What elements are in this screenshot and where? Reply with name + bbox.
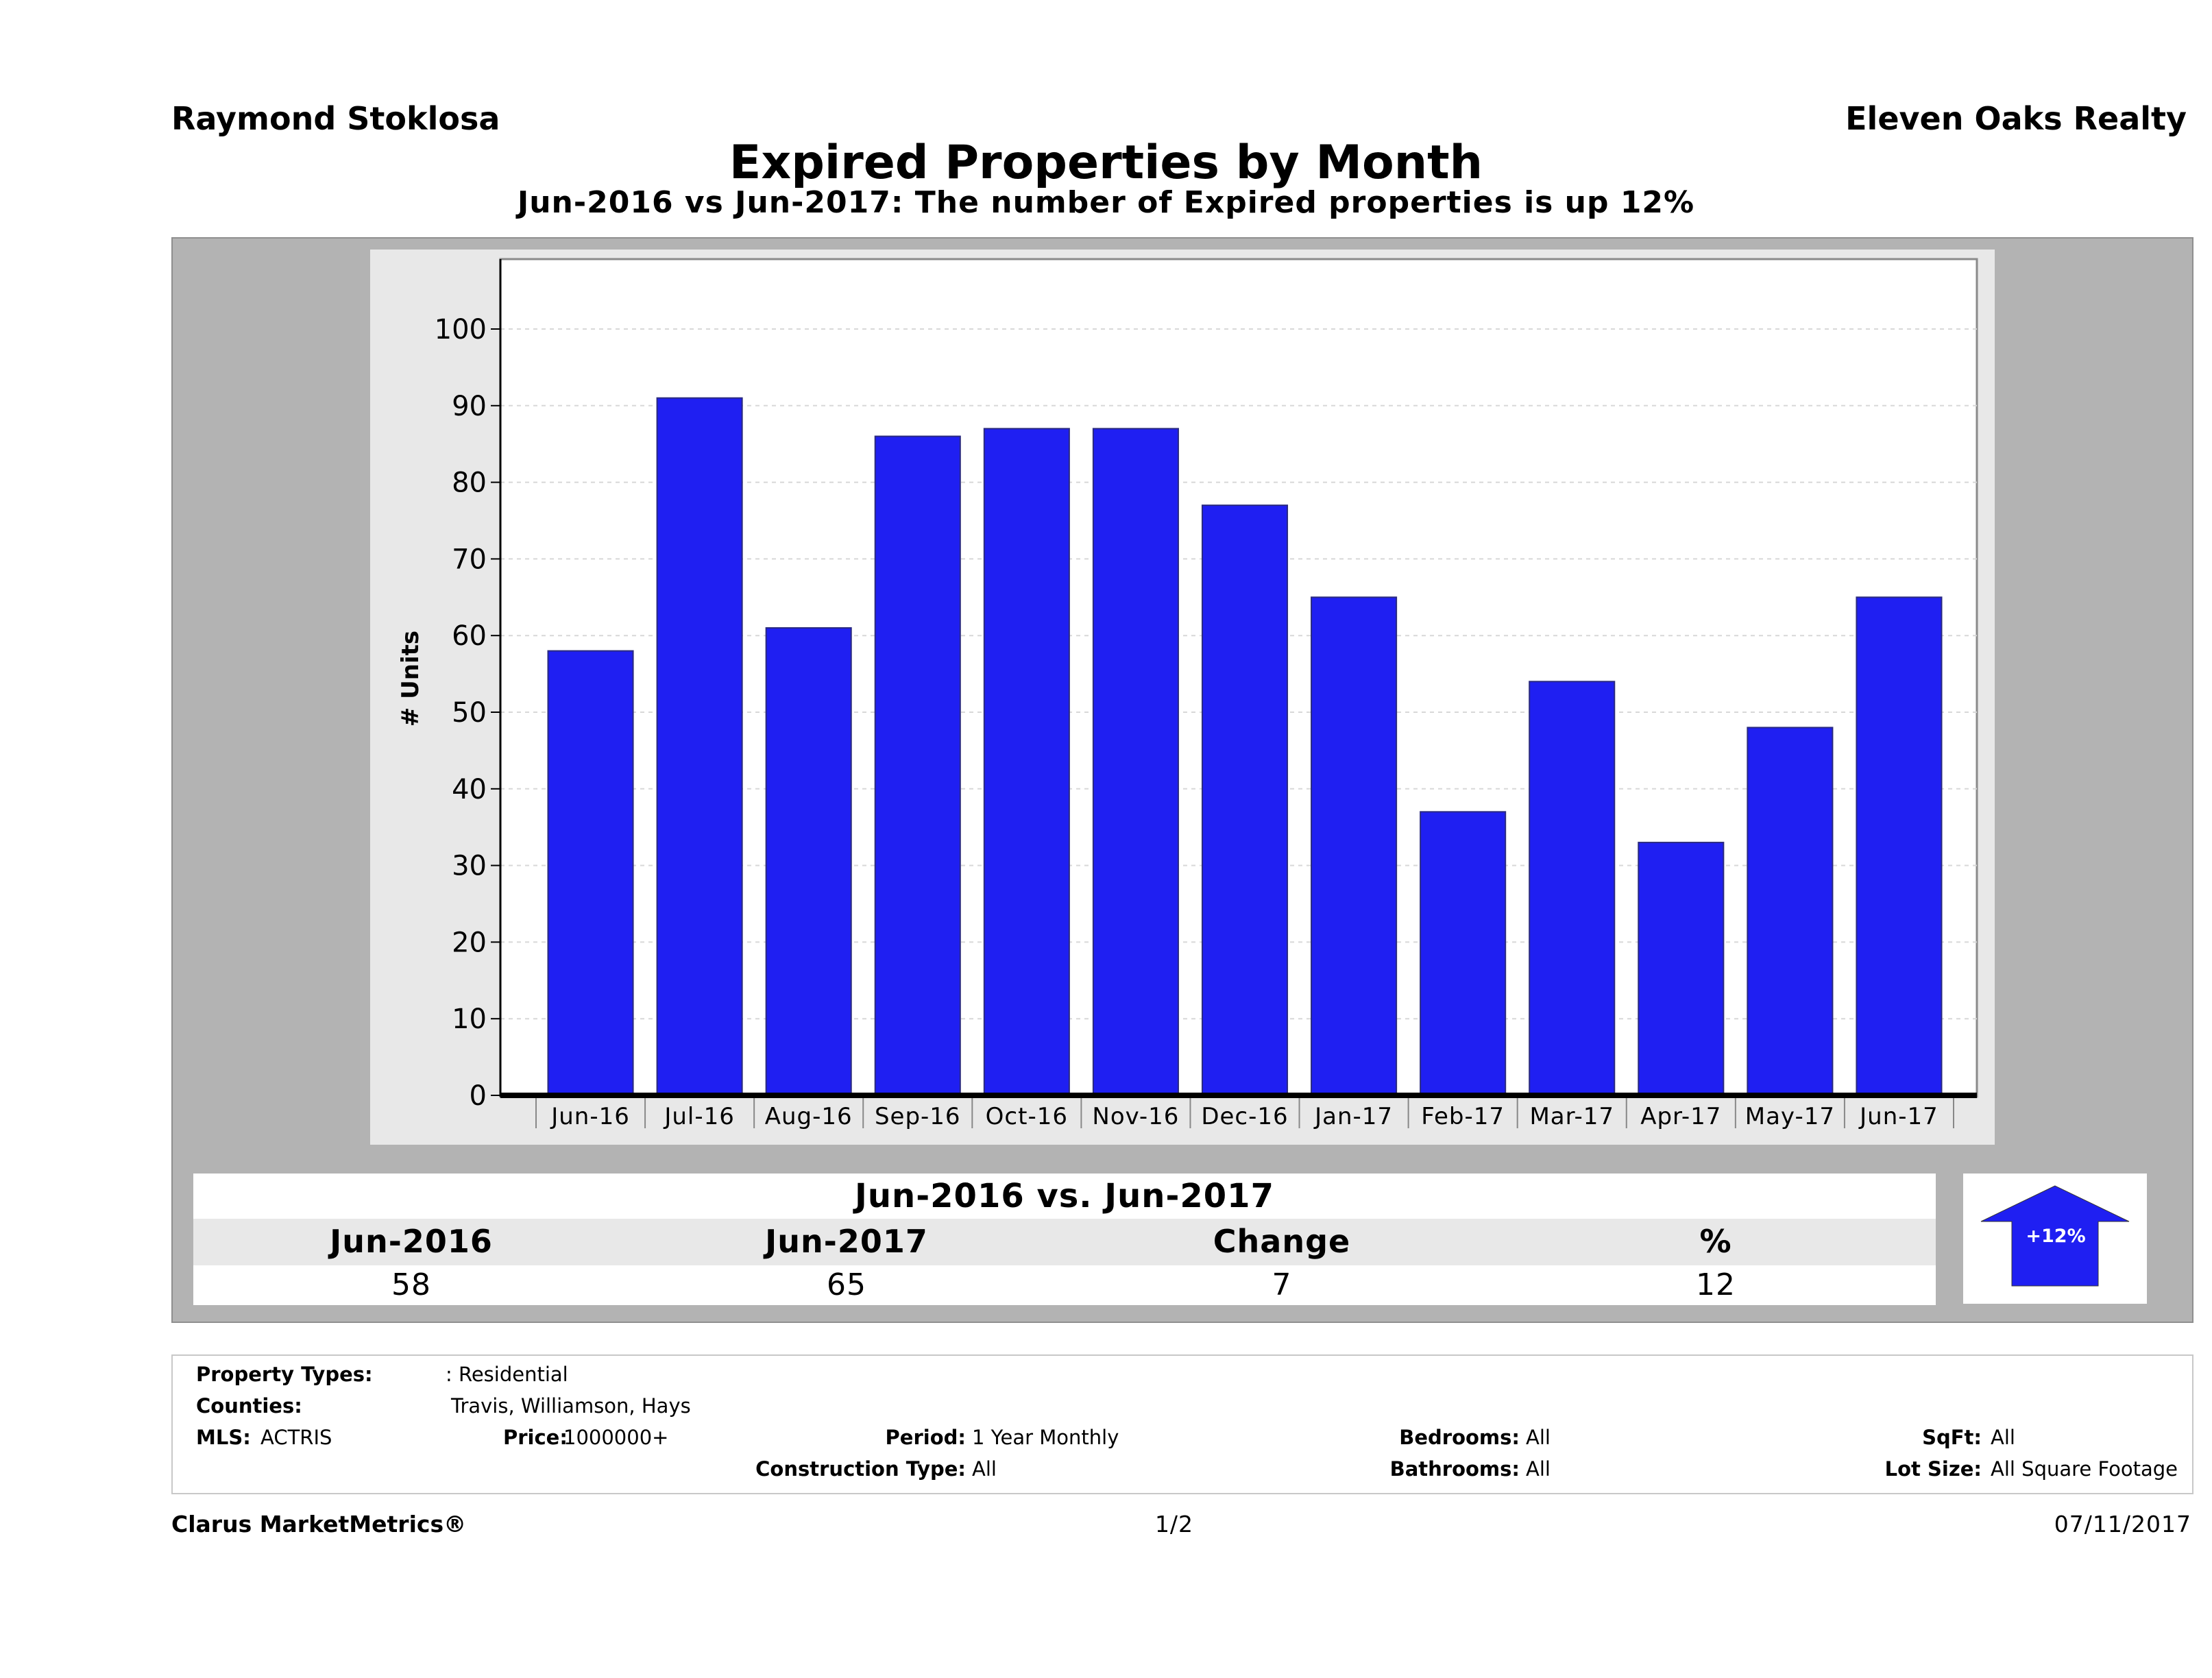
bathrooms-label: Bathrooms: [1389, 1457, 1520, 1481]
period-label: Period: [885, 1426, 966, 1449]
property-types-value: : Residential [446, 1363, 568, 1386]
change-arrow-label: +12% [2026, 1226, 2086, 1247]
mls-label: MLS: [196, 1426, 251, 1449]
criteria-box [171, 1354, 2193, 1494]
bedrooms-label: Bedrooms: [1399, 1426, 1520, 1449]
summary-value-percent: 12 [1696, 1267, 1736, 1302]
summary-label-change: Change [1213, 1223, 1351, 1260]
construction-type-label: Construction Type: [755, 1457, 966, 1481]
sqft-value: All [1991, 1426, 2015, 1449]
summary-label-end: Jun-2017 [765, 1223, 928, 1260]
footer-brand: Clarus MarketMetrics® [171, 1511, 467, 1537]
sqft-label: SqFt: [1922, 1426, 1982, 1449]
chart-subtitle: Jun-2016 vs Jun-2017: The number of Expi… [517, 185, 1695, 220]
summary-value-start: 58 [391, 1267, 431, 1302]
counties-value: Travis, Williamson, Hays [451, 1394, 691, 1418]
lot-size-value: All Square Footage [1991, 1457, 2178, 1481]
agent-name: Raymond Stoklosa [171, 100, 500, 137]
summary-heading-band [193, 1174, 1936, 1219]
plot-panel [370, 250, 1995, 1145]
summary-value-end: 65 [827, 1267, 866, 1302]
construction-type-value: All [972, 1457, 997, 1481]
summary-heading: Jun-2016 vs. Jun-2017 [855, 1177, 1274, 1215]
lot-size-label: Lot Size: [1884, 1457, 1982, 1481]
counties-label: Counties: [196, 1394, 302, 1418]
bathrooms-value: All [1526, 1457, 1551, 1481]
summary-value-change: 7 [1272, 1267, 1292, 1302]
price-label: Price: [503, 1426, 568, 1449]
chart-title: Expired Properties by Month [729, 136, 1483, 190]
property-types-label: Property Types: [196, 1363, 373, 1386]
mls-value: ACTRIS [260, 1426, 332, 1449]
period-value: 1 Year Monthly [972, 1426, 1119, 1449]
company-name: Eleven Oaks Realty [1845, 100, 2187, 137]
price-value: 1000000+ [563, 1426, 669, 1449]
summary-value-band [193, 1265, 1936, 1305]
page-number: 1/2 [1154, 1511, 1194, 1537]
summary-label-start: Jun-2016 [330, 1223, 493, 1260]
bedrooms-value: All [1526, 1426, 1551, 1449]
summary-label-band [193, 1219, 1936, 1265]
summary-label-percent: % [1699, 1223, 1732, 1260]
report-date: 07/11/2017 [2054, 1511, 2191, 1537]
